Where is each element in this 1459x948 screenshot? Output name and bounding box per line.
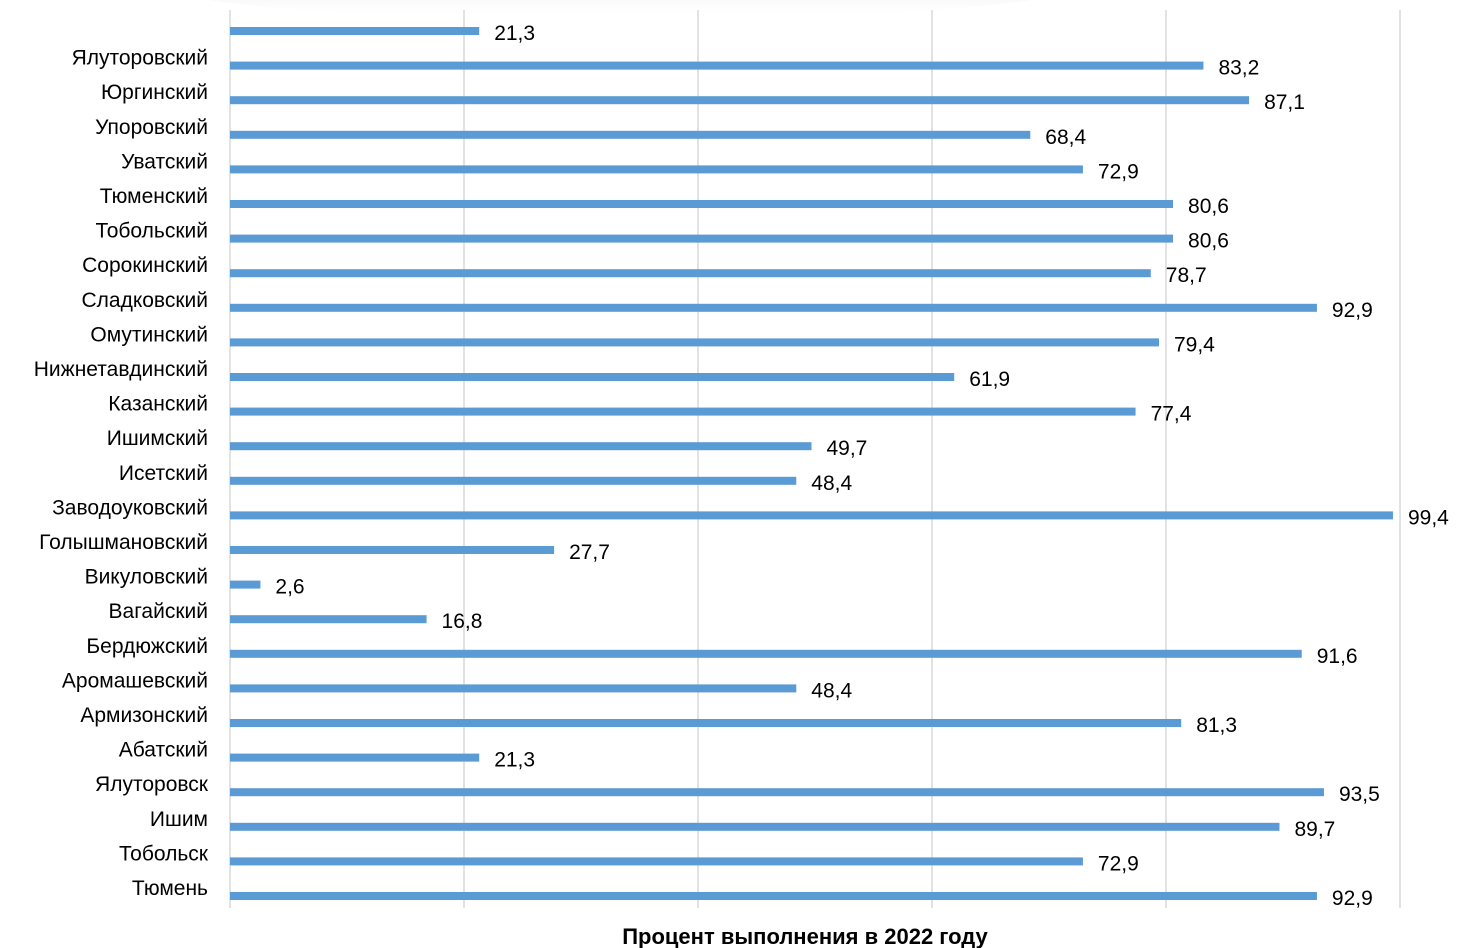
bar-25 xyxy=(230,892,1317,900)
category-label-10: Нижнетавдинский xyxy=(34,358,208,381)
value-label-2: 87,1 xyxy=(1264,91,1305,114)
bar-3 xyxy=(230,130,1031,139)
value-label-25: 92,9 xyxy=(1332,887,1373,910)
bar-5 xyxy=(230,200,1174,208)
value-label-11: 77,4 xyxy=(1151,403,1192,426)
value-labels: 21,3 83,287,1 68,4 72,9 80,6 80,6 78,7 92,9 79,4… xyxy=(275,22,1449,910)
bar-2 xyxy=(230,96,1250,105)
bar-4 xyxy=(230,165,1083,174)
bar-18 xyxy=(230,649,1302,658)
bar-7 xyxy=(230,269,1151,278)
value-label-19: 48,4 xyxy=(811,679,852,702)
bar-22 xyxy=(230,788,1324,797)
bar-12 xyxy=(230,442,812,451)
bar-21 xyxy=(230,753,480,762)
value-label-16: 2,6 xyxy=(275,576,304,599)
value-label-14: 99,4 xyxy=(1408,506,1449,529)
category-label-9: Омутинский xyxy=(90,323,208,346)
value-label-9: 79,4 xyxy=(1174,333,1215,356)
value-label-18: 91,6 xyxy=(1317,645,1358,668)
category-label-19: Аромашевский xyxy=(62,669,208,692)
value-label-15: 27,7 xyxy=(569,541,610,564)
value-label-5: 80,6 xyxy=(1188,195,1229,218)
bar-15 xyxy=(230,546,555,554)
value-label-12: 49,7 xyxy=(826,437,867,460)
bar-14 xyxy=(230,511,1393,520)
category-labels: Ялуторовский Юргинский Упоровский Уватский Т… xyxy=(34,47,209,900)
category-label-17: Вагайский xyxy=(109,600,208,623)
category-label-13: Исетский xyxy=(119,462,208,485)
value-label-3: 68,4 xyxy=(1045,126,1086,149)
bar-0 xyxy=(230,27,480,35)
top-shadow-decoration xyxy=(210,0,1030,18)
category-label-5: Тюменский xyxy=(100,185,208,208)
value-label-0: 21,3 xyxy=(494,22,535,45)
bar-23 xyxy=(230,822,1280,831)
category-label-3: Упоровский xyxy=(95,116,208,139)
bar-16 xyxy=(230,580,261,589)
value-label-22: 93,5 xyxy=(1339,783,1380,806)
category-label-22: Ялуторовск xyxy=(95,773,209,796)
bar-17 xyxy=(230,615,427,624)
category-label-16: Викуловский xyxy=(85,566,208,589)
bar-10 xyxy=(230,373,955,381)
bar-1 xyxy=(230,61,1204,70)
value-label-7: 78,7 xyxy=(1166,264,1207,287)
gridlines xyxy=(229,10,1401,908)
x-axis-title: Процент выполнения в 2022 году xyxy=(622,924,988,948)
value-label-21: 21,3 xyxy=(494,749,535,772)
category-label-23: Ишим xyxy=(150,808,208,831)
category-label-7: Сорокинский xyxy=(82,254,208,277)
category-label-2: Юргинский xyxy=(101,81,208,104)
category-label-8: Сладковский xyxy=(81,289,208,312)
category-label-1: Ялуторовский xyxy=(72,47,208,70)
bars xyxy=(230,27,1393,900)
category-label-24: Тобольск xyxy=(119,842,209,865)
bar-6 xyxy=(230,234,1174,243)
bar-13 xyxy=(230,476,797,485)
category-label-21: Абатский xyxy=(119,739,208,762)
value-label-8: 92,9 xyxy=(1332,299,1373,322)
value-label-1: 83,2 xyxy=(1218,57,1259,80)
value-label-17: 16,8 xyxy=(442,610,483,633)
category-label-4: Уватский xyxy=(121,150,208,173)
value-label-23: 89,7 xyxy=(1294,818,1335,841)
value-label-6: 80,6 xyxy=(1188,230,1229,253)
category-label-12: Ишимский xyxy=(107,427,208,450)
bar-8 xyxy=(230,303,1317,312)
bar-11 xyxy=(230,407,1136,416)
bar-20 xyxy=(230,719,1182,727)
category-label-25: Тюмень xyxy=(132,877,208,900)
bar-24 xyxy=(230,857,1083,866)
bar-19 xyxy=(230,684,797,693)
category-label-11: Казанский xyxy=(108,393,208,416)
value-label-20: 81,3 xyxy=(1196,714,1237,737)
category-label-6: Тобольский xyxy=(96,220,208,243)
category-label-18: Бердюжский xyxy=(86,635,208,658)
category-label-14: Заводоуковский xyxy=(52,496,208,519)
value-label-10: 61,9 xyxy=(969,368,1010,391)
category-label-15: Голышмановский xyxy=(39,531,208,554)
value-label-24: 72,9 xyxy=(1098,852,1139,875)
bar-9 xyxy=(230,338,1159,347)
value-label-4: 72,9 xyxy=(1098,160,1139,183)
value-label-13: 48,4 xyxy=(811,472,852,495)
category-label-20: Армизонский xyxy=(80,704,208,727)
